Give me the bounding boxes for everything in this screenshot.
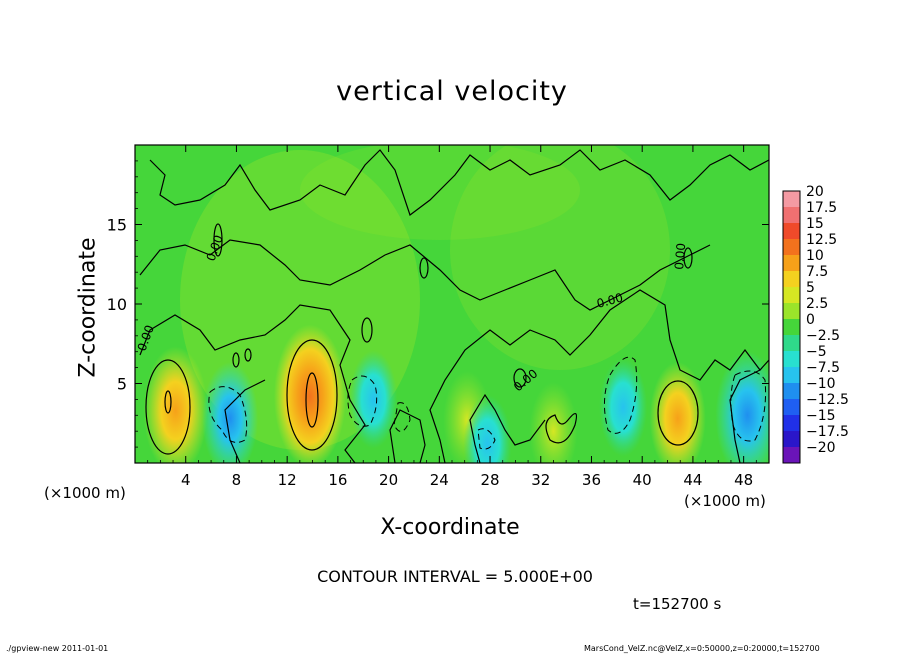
- contour-label: 0.00: [595, 290, 624, 310]
- updraft-cell-2: [273, 324, 346, 463]
- downdraft-cell-7: [599, 358, 648, 457]
- colorbar-label: −10: [806, 376, 836, 392]
- x-unit-label-left: (×1000 m): [44, 484, 126, 502]
- colorbar-segment: [783, 255, 800, 272]
- colorbar-label: 20: [806, 184, 824, 200]
- colorbar-segment: [783, 319, 800, 336]
- x-tick-label: 48: [734, 471, 753, 489]
- colorbar-label: −17.5: [806, 424, 849, 440]
- x-tick-label: 44: [683, 471, 702, 489]
- colorbar-label: 5: [806, 280, 815, 296]
- colorbar-segment: [783, 447, 800, 464]
- colorbar-label: −15: [806, 408, 836, 424]
- colorbar-label: 12.5: [806, 232, 837, 248]
- x-tick-label: 8: [232, 471, 242, 489]
- colorbar-segment: [783, 351, 800, 368]
- colorbar-label: −7.5: [806, 360, 840, 376]
- colorbar-label: 0: [806, 312, 815, 328]
- colorbar-segment: [783, 223, 800, 240]
- colorbar-segment: [783, 287, 800, 304]
- time-label: t=152700 s: [633, 595, 722, 613]
- colorbar-label: −12.5: [806, 392, 849, 408]
- colorbar-label: 10: [806, 248, 824, 264]
- colorbar-segment: [783, 383, 800, 400]
- colorbar-label: 2.5: [806, 296, 828, 312]
- colorbar-segment: [783, 239, 800, 256]
- downdraft-cell-3: [349, 350, 398, 449]
- colorbar-label: −2.5: [806, 328, 840, 344]
- negative-contours: [208, 356, 766, 450]
- contour-lines: [139, 149, 769, 463]
- background-shade: [450, 145, 670, 370]
- y-tick-label: 10: [107, 295, 127, 314]
- colorbar: 2017.51512.5107.552.50−2.5−5−7.5−10−12.5…: [782, 184, 849, 464]
- x-tick-label: 20: [379, 471, 398, 489]
- updraft-cell-8: [649, 361, 706, 463]
- downdraft-cell-1: [202, 361, 259, 463]
- y-tick-label: 15: [107, 216, 127, 235]
- colorbar-label: −20: [806, 440, 836, 456]
- footer-left: ./gpview-new 2011-01-01: [6, 644, 109, 653]
- x-tick-label: 32: [531, 471, 550, 489]
- x-tick-label: 36: [582, 471, 601, 489]
- colorbar-label: 7.5: [806, 264, 828, 280]
- colorbar-segment: [783, 415, 800, 432]
- x-tick-label: 28: [480, 471, 499, 489]
- chart-title: vertical velocity: [336, 76, 568, 107]
- colorbar-segment: [783, 335, 800, 352]
- updraft-cell-0: [143, 346, 208, 463]
- updraft-cell-6: [529, 382, 578, 463]
- colorbar-label: 17.5: [806, 200, 837, 216]
- downdraft-cell-9: [715, 351, 769, 463]
- y-tick-label: 5: [117, 375, 127, 394]
- x-unit-label-right: (×1000 m): [684, 492, 766, 510]
- colorbar-label: 15: [806, 216, 824, 232]
- colorbar-segment: [783, 271, 800, 288]
- x-tick-label: 16: [328, 471, 347, 489]
- colorbar-segment: [783, 191, 800, 208]
- footer-right: MarsCond_VelZ.nc@VelZ,x=0:50000,z=0:2000…: [584, 644, 820, 653]
- colorbar-frame: [782, 190, 801, 464]
- colorbar-segment: [783, 207, 800, 224]
- colorbar-segment: [783, 367, 800, 384]
- x-axis-label: X-coordinate: [380, 515, 520, 540]
- x-tick-label: 4: [181, 471, 191, 489]
- colorbar-label: −5: [806, 344, 827, 360]
- x-tick-label: 12: [278, 471, 297, 489]
- contour-interval-note: CONTOUR INTERVAL = 5.000E+00: [317, 567, 593, 586]
- plot-area: 0.00 0.00 0.00 0.00 0.00: [134, 144, 770, 464]
- colorbar-segment: [783, 431, 800, 448]
- contour-label: 0.00: [672, 242, 688, 270]
- colorbar-segment: [783, 399, 800, 416]
- x-tick-label: 24: [430, 471, 449, 489]
- x-tick-label: 40: [633, 471, 652, 489]
- background-shade: [300, 145, 580, 240]
- colorbar-segment: [783, 303, 800, 320]
